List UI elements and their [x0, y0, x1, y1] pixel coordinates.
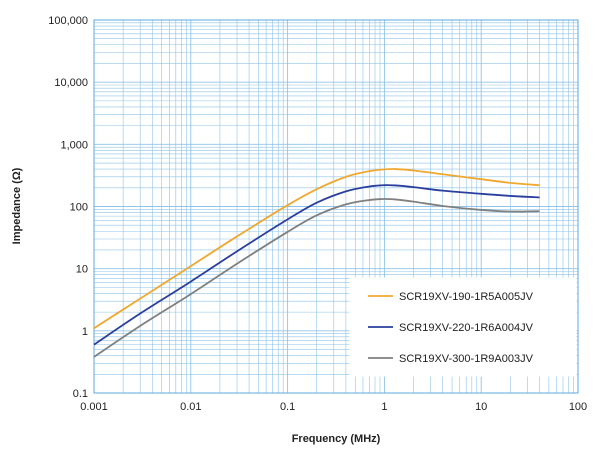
- x-tick-label: 0.01: [180, 401, 201, 413]
- y-tick-label: 10: [76, 264, 88, 276]
- plot-frame: [93, 19, 579, 394]
- x-axis-title: Frequency (MHz): [292, 433, 381, 445]
- y-tick-label: 0.1: [73, 388, 88, 400]
- y-tick-label: 100,000: [48, 15, 88, 27]
- series-line: [93, 168, 540, 330]
- y-tick-label: 10,000: [54, 77, 88, 89]
- legend-items: SCR19XV-190-1R5A005JV SCR19XV-220-1R6A004…: [368, 291, 534, 365]
- legend-label: SCR19XV-190-1R5A005JV: [399, 291, 534, 303]
- y-tick-label: 1: [82, 326, 88, 338]
- y-axis-title: Impedance (Ω): [11, 167, 23, 244]
- x-tick-label: 100: [569, 401, 587, 413]
- y-tick-label: 1,000: [60, 139, 88, 151]
- x-tick-label: 0.001: [80, 401, 108, 413]
- legend-label: SCR19XV-220-1R6A004JV: [399, 322, 534, 334]
- legend: SCR19XV-190-1R5A005JV SCR19XV-220-1R6A004…: [349, 277, 577, 377]
- x-axis-ticks: 0.001 0.01 0.1 1 10 100: [80, 401, 587, 413]
- x-tick-label: 10: [475, 401, 487, 413]
- series-line: [93, 184, 540, 346]
- legend-label: SCR19XV-300-1R9A003JV: [399, 353, 534, 365]
- series-lines: [93, 168, 540, 358]
- y-axis-ticks: 100,000 10,000 1,000 100 10 1 0.1: [48, 15, 88, 400]
- y-tick-label: 100: [70, 202, 88, 214]
- series-line: [93, 198, 540, 358]
- x-tick-label: 0.1: [280, 401, 295, 413]
- x-tick-label: 1: [381, 401, 387, 413]
